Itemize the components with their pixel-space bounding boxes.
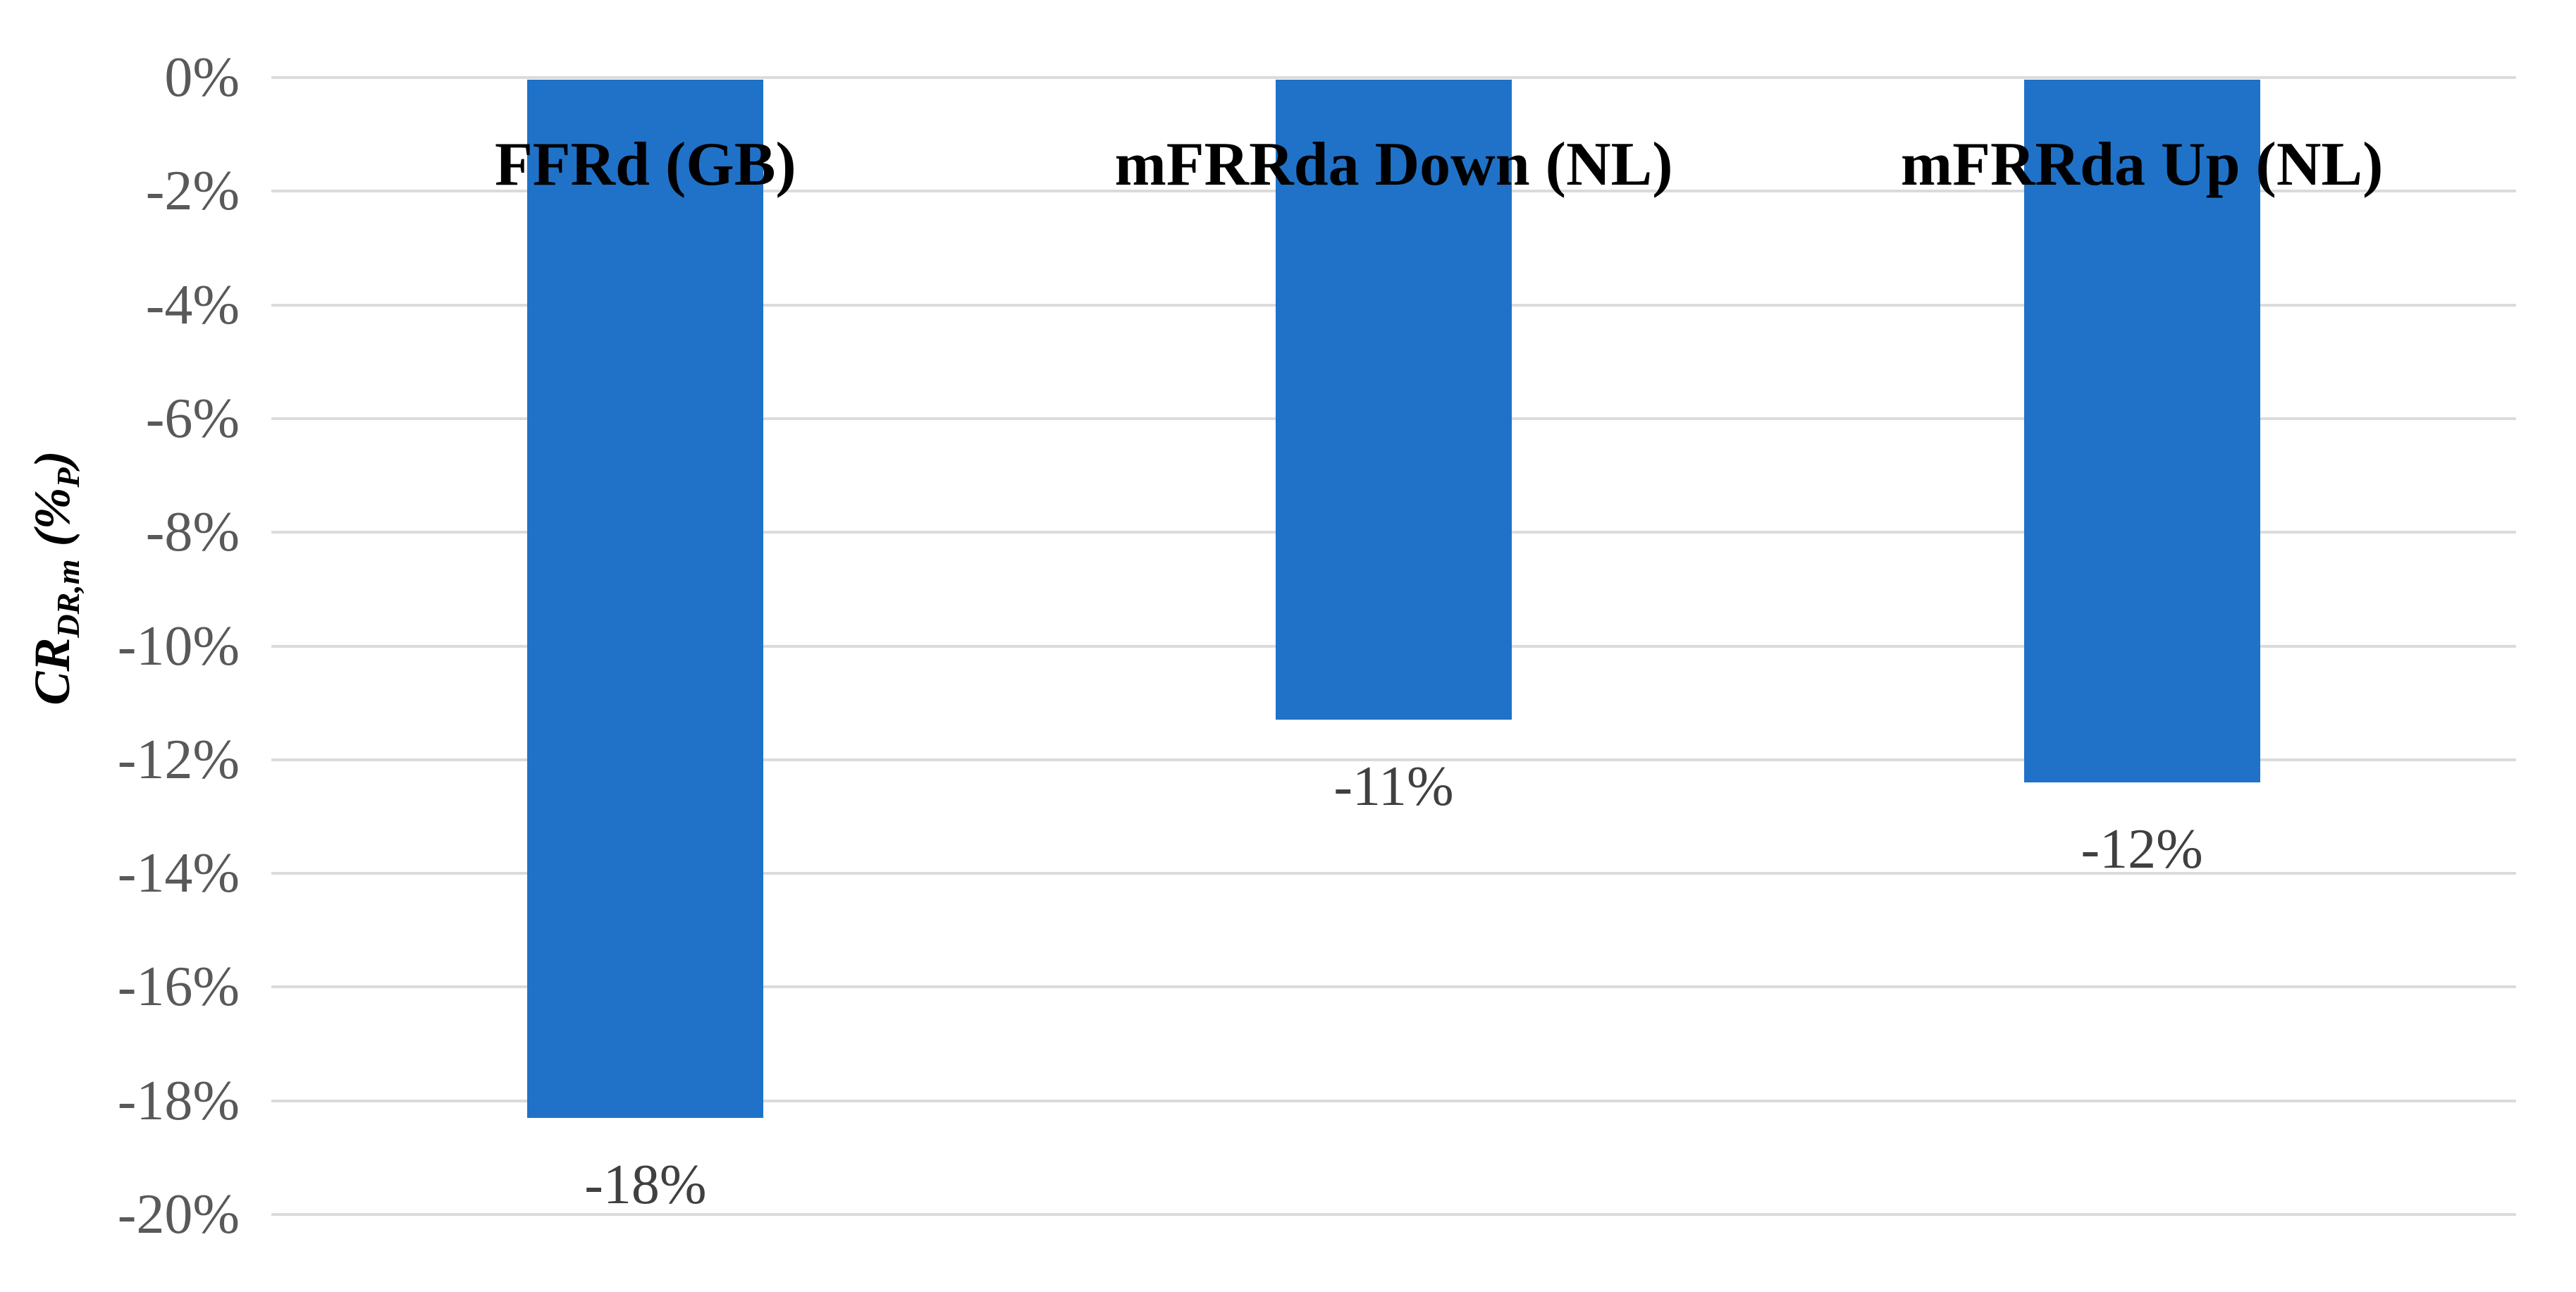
y-tick-label: -6%: [145, 387, 240, 450]
bar: [527, 80, 764, 1118]
y-tick-label: -2%: [145, 160, 240, 223]
gridline: [271, 1099, 2516, 1102]
bar: [1276, 80, 1512, 720]
bar: [2023, 80, 2260, 783]
gridline: [271, 872, 2516, 875]
y-tick-label: -8%: [145, 501, 240, 564]
y-tick-label: -10%: [117, 615, 240, 677]
category-label: mFRRda Up (NL): [1900, 130, 2384, 199]
y-tick-label: -20%: [117, 1183, 240, 1245]
category-label: FFRd (GB): [494, 130, 796, 199]
y-tick-label: -12%: [117, 728, 240, 791]
gridline: [271, 985, 2516, 989]
bar-data-label: -12%: [2081, 818, 2203, 881]
y-axis-title-unit-subscript: P: [50, 467, 86, 488]
gridline: [271, 1213, 2516, 1216]
gridline: [271, 76, 2516, 79]
y-axis-title-unit-close: ): [24, 450, 80, 468]
category-label: mFRRda Down (NL): [1114, 130, 1673, 199]
y-tick-label: -16%: [117, 956, 240, 1019]
bar-data-label: -18%: [584, 1153, 707, 1216]
gridline: [271, 758, 2516, 761]
y-tick-label: 0%: [164, 47, 240, 109]
y-tick-label: -4%: [145, 273, 240, 336]
y-tick-label: -18%: [117, 1069, 240, 1132]
bar-data-label: -11%: [1333, 756, 1454, 818]
y-tick-label: -14%: [117, 842, 240, 905]
